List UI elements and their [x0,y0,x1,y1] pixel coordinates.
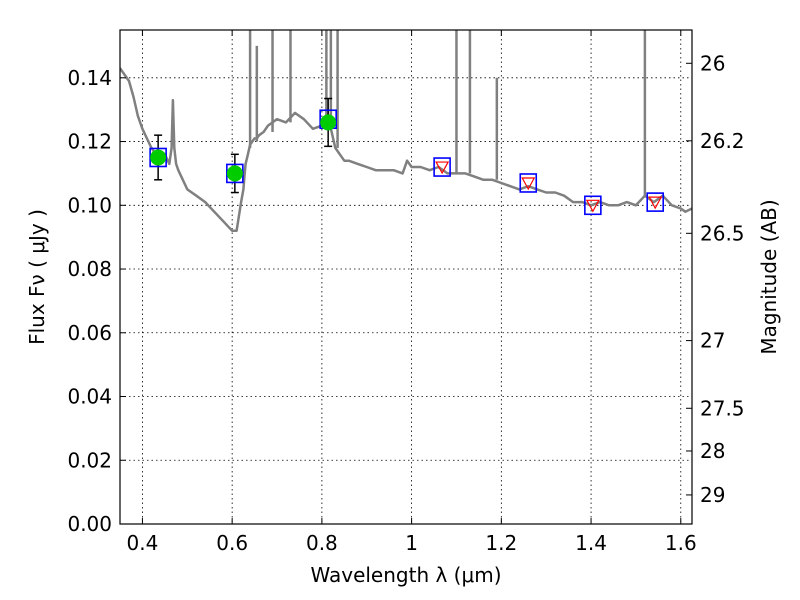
upper-limit-marker [521,177,536,191]
axis-ticks: 0.4 0.6 0.8 1 1.2 1.4 1.6 0.00 0.02 0.04 0.06 0.08 0… [67,30,745,555]
y-tick-label: 0.14 [67,66,112,90]
x-tick-label: 1.6 [665,531,697,555]
model-box-marker [646,192,665,212]
x-tick-label: 0.4 [127,531,159,555]
model-box-marker [433,157,451,177]
observed-point [226,165,243,182]
model-box-marker [519,173,538,193]
upper-limit-marker [648,196,663,210]
x-axis-label: Wavelength λ (μm) [310,563,501,587]
plot-frame [119,29,693,525]
x-tick-label: 1.4 [575,531,607,555]
y2-axis-label: Magnitude (AB) [757,199,781,354]
y-tick-label: 0.10 [67,193,112,217]
y-tick-label: 0.08 [67,257,112,281]
x-tick-label: 0.8 [306,531,338,555]
y2-tick-label: 26 [700,51,725,75]
upper-limit-marker [435,161,450,175]
observed-point [150,149,167,166]
x-tick-label: 1 [405,531,418,555]
y2-tick-label: 26.2 [700,129,745,153]
y2-tick-label: 27 [700,329,725,353]
y-axis-label: Flux Fν ( μJy ) [25,209,49,345]
y-tick-label: 0.00 [67,512,112,536]
x-tick-label: 0.6 [216,531,248,555]
y-tick-label: 0.06 [67,321,112,345]
data-marks [149,97,665,216]
y-tick-label: 0.12 [67,130,112,154]
y-tick-label: 0.02 [67,448,112,472]
y2-tick-label: 29 [700,483,725,507]
observed-point [320,114,337,131]
upper-limit-marker [585,199,600,213]
y2-tick-label: 28 [700,439,725,463]
x-tick-label: 1.2 [485,531,517,555]
y2-tick-label: 26.5 [700,221,745,245]
y2-tick-label: 27.5 [700,396,745,420]
y-tick-label: 0.04 [67,385,112,409]
model-box-marker [584,195,602,216]
